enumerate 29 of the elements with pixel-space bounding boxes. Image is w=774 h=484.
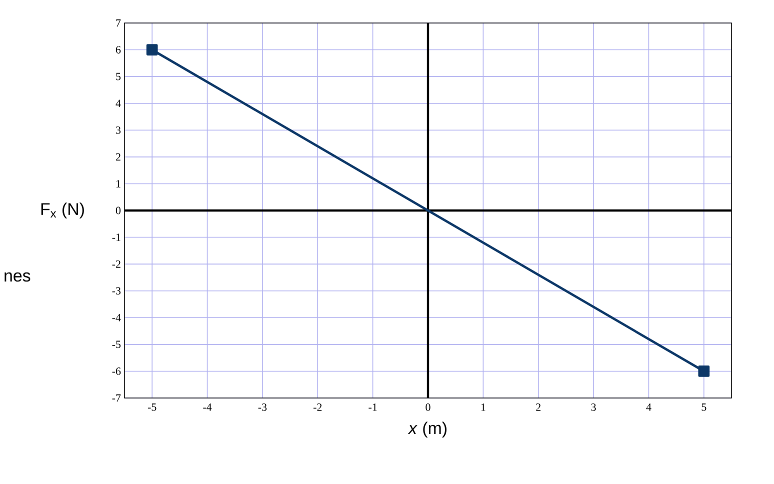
- y-tick-label: 1: [116, 180, 120, 188]
- text: nes: [4, 272, 30, 282]
- x-tick-label: 0: [426, 404, 430, 411]
- y-tick-label: 3: [116, 126, 121, 134]
- y-tick-label: 6: [116, 46, 121, 54]
- y-axis-title: F$_{x}$ (N): [41, 202, 84, 218]
- y-tick-label: -1: [112, 234, 120, 241]
- x-tick-label: -3: [258, 404, 267, 411]
- x-tick-label: -5: [148, 404, 156, 411]
- y-tick-label: -3: [112, 287, 121, 295]
- x-tick-label: 2: [536, 404, 540, 411]
- y-tick-label: 7: [116, 19, 121, 27]
- x-axis-title: x (m): [408, 422, 446, 438]
- y-tick-label: 4: [116, 100, 121, 107]
- x-tick-label: -4: [203, 404, 212, 411]
- y-tick-label: -6: [112, 368, 121, 375]
- x-tick-label: -2: [313, 404, 322, 411]
- y-tick-label: -5: [112, 340, 121, 348]
- x-tick-label: 4: [646, 404, 652, 411]
- x-tick-label: -1: [368, 404, 377, 411]
- y-tick-label: -4: [112, 314, 121, 322]
- y-tick-label: -7: [112, 394, 121, 402]
- x-tick-label: 3: [591, 404, 596, 411]
- y-tick-label: 0: [116, 206, 121, 214]
- y-tick-label: -2: [112, 260, 120, 268]
- y-tick-label: 5: [116, 72, 121, 80]
- y-tick-label: 2: [116, 153, 120, 161]
- x-tick-label: 1: [481, 404, 486, 411]
- x-tick-label: 5: [702, 404, 706, 411]
